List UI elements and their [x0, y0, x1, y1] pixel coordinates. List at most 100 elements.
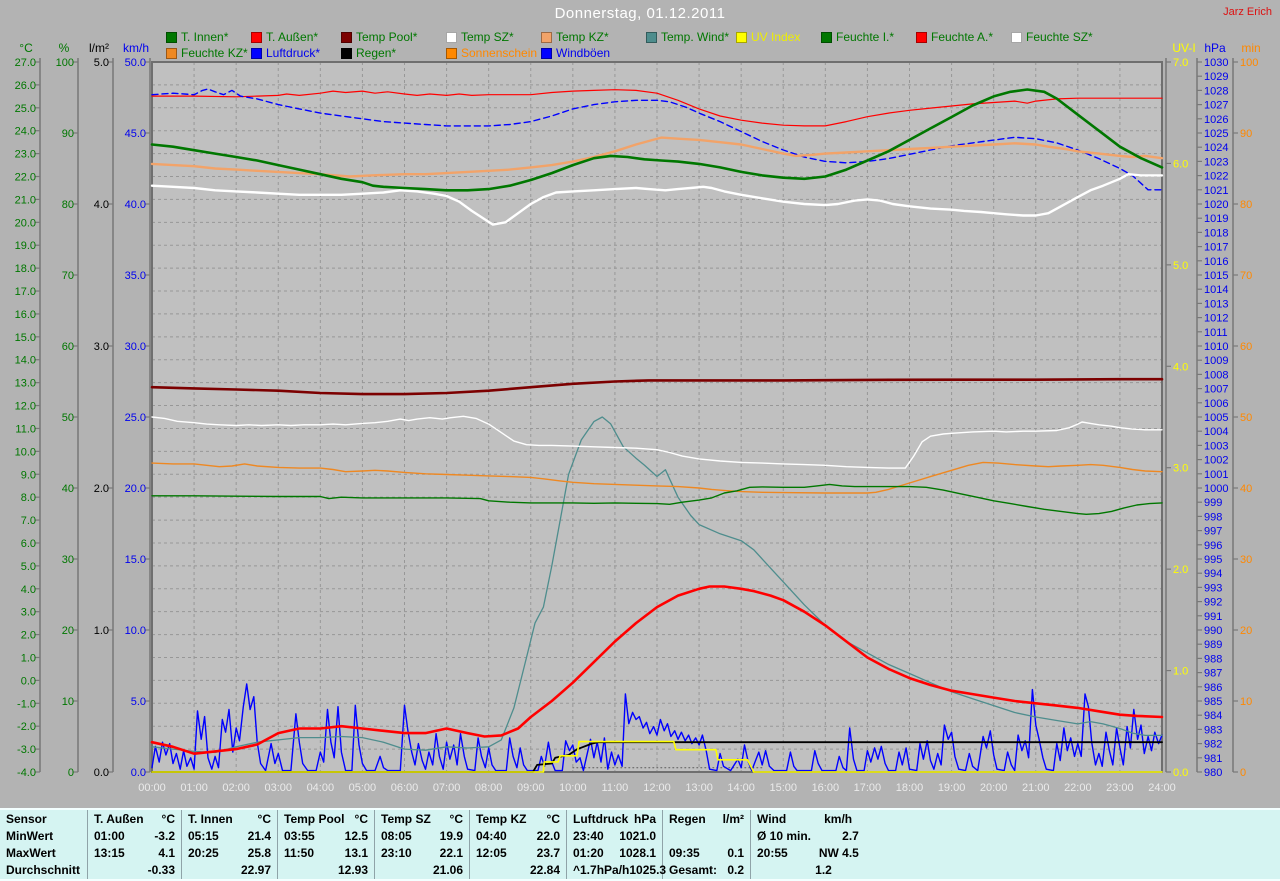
svg-text:06:00: 06:00	[391, 782, 419, 794]
legend-item-sonnenschein[interactable]: Sonnenschein	[446, 46, 541, 60]
min-time: 08:05	[381, 829, 412, 843]
svg-text:997: 997	[1204, 526, 1222, 538]
svg-text:1021: 1021	[1204, 185, 1228, 197]
svg-text:1.0: 1.0	[1173, 666, 1188, 678]
min-value: 21.4	[247, 829, 271, 843]
avg-label: ^1.7hPa/h	[573, 863, 630, 877]
svg-text:60: 60	[1240, 341, 1252, 353]
table-header-cell: Sensor	[6, 812, 47, 826]
max-time: 20:25	[188, 846, 219, 860]
svg-text:80: 80	[1240, 199, 1252, 211]
min-time: 01:00	[94, 829, 125, 843]
svg-text:1026: 1026	[1204, 114, 1228, 126]
svg-text:50: 50	[62, 412, 74, 424]
svg-text:1017: 1017	[1204, 242, 1228, 254]
svg-text:988: 988	[1204, 653, 1222, 665]
sonnenschein-swatch-icon	[446, 47, 457, 59]
legend-item-temp-sz[interactable]: Temp SZ*	[446, 30, 541, 44]
svg-text:08:00: 08:00	[475, 782, 503, 794]
min-time: 04:40	[476, 829, 507, 843]
svg-text:985: 985	[1204, 696, 1222, 708]
feuchte-sz-swatch-icon	[1011, 31, 1022, 43]
legend-item-temp-kz[interactable]: Temp KZ*	[541, 30, 646, 44]
legend-item-t-innen[interactable]: T. Innen*	[166, 30, 251, 44]
legend-item-luftdruck[interactable]: Luftdruck*	[251, 46, 341, 60]
temp-sz-swatch-icon	[446, 31, 457, 43]
svg-text:-2.0: -2.0	[17, 721, 36, 733]
chart-area[interactable]: °C -4.0 -3.0 -2.0 -1.0 0.0 1.0 2.0 3.0 4.0 5.0 6.0 7…	[0, 0, 1280, 808]
svg-text:1000: 1000	[1204, 483, 1228, 495]
svg-text:998: 998	[1204, 511, 1222, 523]
legend-item-feuchte-kz[interactable]: Feuchte KZ*	[166, 46, 251, 60]
svg-text:2.0: 2.0	[1173, 564, 1188, 576]
svg-text:8.0: 8.0	[21, 492, 36, 504]
t-aussen-swatch-icon	[251, 31, 262, 43]
page-title: Donnerstag, 01.12.2011	[554, 5, 726, 22]
legend-item-t-aussen[interactable]: T. Außen*	[251, 30, 341, 44]
avg-label: Gesamt:	[669, 863, 718, 877]
svg-text:4.0: 4.0	[1173, 361, 1188, 373]
max-value: 13.1	[344, 846, 368, 860]
svg-text:07:00: 07:00	[433, 782, 461, 794]
svg-text:1005: 1005	[1204, 412, 1228, 424]
feuchte-kz-swatch-icon	[166, 47, 177, 59]
svg-text:3.0: 3.0	[94, 341, 109, 353]
svg-text:4.0: 4.0	[94, 199, 109, 211]
svg-text:11.0: 11.0	[15, 423, 36, 435]
legend-item-temp-pool[interactable]: Temp Pool*	[341, 30, 446, 44]
legend-item-regen[interactable]: Regen*	[341, 46, 446, 60]
svg-text:-1.0: -1.0	[17, 698, 36, 710]
table-group-t-innen: T. Innen °C 05:15 21.4 20:25 25.8 22.97	[182, 810, 278, 879]
avg-value: 22.97	[240, 863, 271, 877]
svg-text:982: 982	[1204, 739, 1222, 751]
svg-text:18.0: 18.0	[15, 263, 36, 275]
svg-text:100: 100	[1240, 57, 1258, 69]
svg-text:1020: 1020	[1204, 199, 1228, 211]
svg-text:1016: 1016	[1204, 256, 1228, 268]
max-value: 0.1	[727, 846, 744, 860]
legend-item-feuchte-a[interactable]: Feuchte A.*	[916, 30, 1011, 44]
svg-text:995: 995	[1204, 554, 1222, 566]
svg-text:23:00: 23:00	[1106, 782, 1134, 794]
chart-legend-row1: T. Innen* T. Außen* Temp Pool* Temp SZ* …	[166, 30, 1093, 44]
svg-text:980: 980	[1204, 767, 1222, 779]
avg-value: 22.84	[529, 863, 560, 877]
legend-item-feuchte-sz[interactable]: Feuchte SZ*	[1011, 30, 1093, 44]
svg-text:0: 0	[1240, 767, 1246, 779]
legend-item-uv-index[interactable]: UV Index	[736, 30, 821, 44]
sensor-name: T. Innen	[188, 812, 233, 826]
svg-text:3.0: 3.0	[21, 607, 36, 619]
min-value: -3.2	[154, 829, 175, 843]
svg-text:40: 40	[62, 483, 74, 495]
svg-text:90: 90	[62, 128, 74, 140]
sensor-name: Wind	[757, 812, 787, 826]
svg-text:990: 990	[1204, 625, 1222, 637]
svg-text:987: 987	[1204, 668, 1222, 680]
legend-item-feuchte-i[interactable]: Feuchte I.*	[821, 30, 916, 44]
legend-item-temp-wind[interactable]: Temp. Wind*	[646, 30, 736, 44]
max-value: 23.7	[536, 846, 560, 860]
table-group-luftdruck: Luftdruck hPa 23:40 1021.0 01:20 1028.1 ^1.…	[567, 810, 667, 879]
avg-value: 1025.3	[629, 863, 667, 877]
svg-text:22:00: 22:00	[1064, 782, 1092, 794]
svg-text:24.0: 24.0	[15, 126, 36, 138]
sensor-unit: °C	[257, 812, 271, 826]
max-value: NW 4.5	[818, 846, 859, 860]
svg-text:19.0: 19.0	[15, 240, 36, 252]
sensor-name: Temp SZ	[381, 812, 431, 826]
max-value: 25.8	[247, 846, 271, 860]
sensor-name: Luftdruck	[573, 812, 629, 826]
svg-text:1014: 1014	[1204, 284, 1228, 296]
legend-item-windboeen[interactable]: Windböen	[541, 46, 646, 60]
svg-text:25.0: 25.0	[15, 103, 36, 115]
svg-text:60: 60	[62, 341, 74, 353]
table-empty-area	[926, 810, 1280, 879]
svg-text:1010: 1010	[1204, 341, 1228, 353]
svg-text:1007: 1007	[1204, 384, 1228, 396]
svg-text:20:00: 20:00	[980, 782, 1008, 794]
table-group-wind: Wind km/h Ø 10 min. 2.7 20:55 NW 4.5 1.2	[751, 810, 926, 879]
legend-label: Feuchte A.*	[931, 30, 994, 44]
svg-text:21.0: 21.0	[15, 194, 36, 206]
svg-text:70: 70	[62, 270, 74, 282]
svg-text:6.0: 6.0	[1173, 158, 1188, 170]
